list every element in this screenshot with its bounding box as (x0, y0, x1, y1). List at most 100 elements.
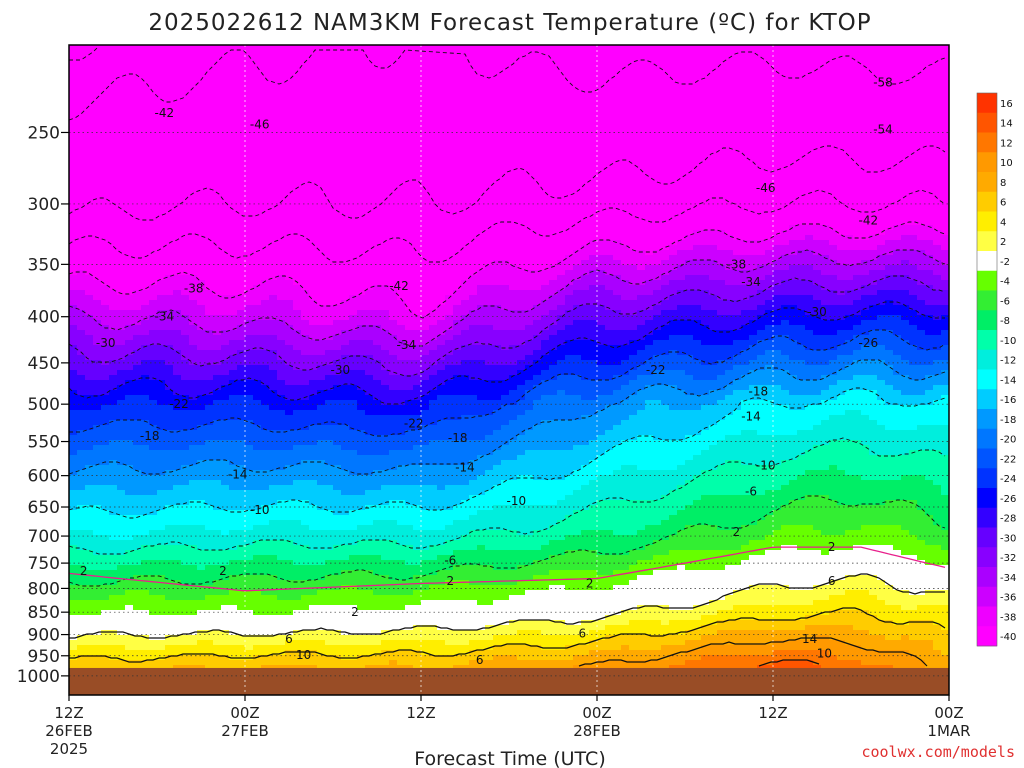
field-cell (69, 165, 78, 171)
field-cell (133, 165, 142, 171)
field-cell (117, 595, 126, 601)
field-cell (141, 155, 150, 161)
field-cell (77, 280, 86, 286)
field-cell (133, 95, 142, 101)
field-cell (221, 75, 230, 81)
field-cell (213, 440, 222, 446)
field-cell (293, 560, 302, 566)
field-cell (237, 565, 246, 571)
field-cell (253, 375, 262, 381)
field-cell (77, 425, 86, 431)
field-cell (69, 450, 78, 456)
field-cell (357, 200, 366, 206)
field-cell (173, 535, 182, 541)
field-cell (141, 145, 150, 151)
field-cell (261, 210, 270, 216)
field-cell (165, 225, 174, 231)
field-cell (69, 385, 78, 391)
field-cell (365, 305, 374, 311)
field-cell (77, 115, 86, 121)
field-cell (205, 190, 214, 196)
field-cell (365, 635, 374, 641)
field-cell (181, 565, 190, 571)
field-cell (173, 175, 182, 181)
field-cell (325, 215, 334, 221)
field-cell (309, 490, 318, 496)
field-cell (349, 105, 358, 111)
field-cell (173, 395, 182, 401)
field-cell (157, 645, 166, 651)
field-cell (301, 105, 310, 111)
field-cell (109, 250, 118, 256)
field-cell (317, 295, 326, 301)
field-cell (69, 50, 78, 56)
field-cell (357, 260, 366, 266)
field-cell (309, 45, 318, 51)
field-cell (189, 360, 198, 366)
field-cell (229, 235, 238, 241)
field-cell (85, 105, 94, 111)
field-cell (165, 455, 174, 461)
field-cell (357, 285, 366, 291)
field-cell (301, 270, 310, 276)
field-cell (149, 515, 158, 521)
field-cell (237, 315, 246, 321)
field-cell (349, 400, 358, 406)
field-cell (117, 230, 126, 236)
field-cell (333, 460, 342, 466)
field-cell (85, 350, 94, 356)
field-cell (245, 180, 254, 186)
field-cell (317, 175, 326, 181)
field-cell (181, 535, 190, 541)
field-cell (357, 590, 366, 596)
field-cell (293, 55, 302, 61)
field-cell (373, 315, 382, 321)
field-cell (101, 320, 110, 326)
field-cell (301, 390, 310, 396)
field-cell (285, 440, 294, 446)
field-cell (213, 330, 222, 336)
field-cell (269, 530, 278, 536)
field-cell (237, 75, 246, 81)
field-cell (349, 150, 358, 156)
field-cell (277, 55, 286, 61)
field-cell (69, 515, 78, 521)
field-cell (205, 505, 214, 511)
field-cell (301, 635, 310, 641)
field-cell (309, 535, 318, 541)
field-cell (205, 385, 214, 391)
field-cell (69, 510, 78, 516)
field-cell (325, 470, 334, 476)
field-cell (357, 140, 366, 146)
field-cell (157, 245, 166, 251)
field-cell (157, 555, 166, 561)
field-cell (109, 445, 118, 451)
field-cell (221, 445, 230, 451)
field-cell (221, 550, 230, 556)
field-cell (365, 380, 374, 386)
field-cell (109, 470, 118, 476)
field-cell (357, 130, 366, 136)
field-cell (245, 135, 254, 141)
field-cell (277, 380, 286, 386)
field-cell (261, 645, 270, 651)
field-cell (213, 265, 222, 271)
field-cell (85, 400, 94, 406)
field-cell (133, 235, 142, 241)
field-cell (245, 145, 254, 151)
field-cell (205, 185, 214, 191)
field-cell (325, 235, 334, 241)
field-cell (253, 220, 262, 226)
field-cell (125, 550, 134, 556)
field-cell (357, 355, 366, 361)
field-cell (365, 560, 374, 566)
field-cell (213, 625, 222, 631)
field-cell (221, 460, 230, 466)
field-cell (101, 160, 110, 166)
field-cell (85, 495, 94, 501)
field-cell (229, 565, 238, 571)
field-cell (189, 220, 198, 226)
field-cell (269, 45, 278, 51)
field-cell (373, 125, 382, 131)
field-cell (85, 300, 94, 306)
